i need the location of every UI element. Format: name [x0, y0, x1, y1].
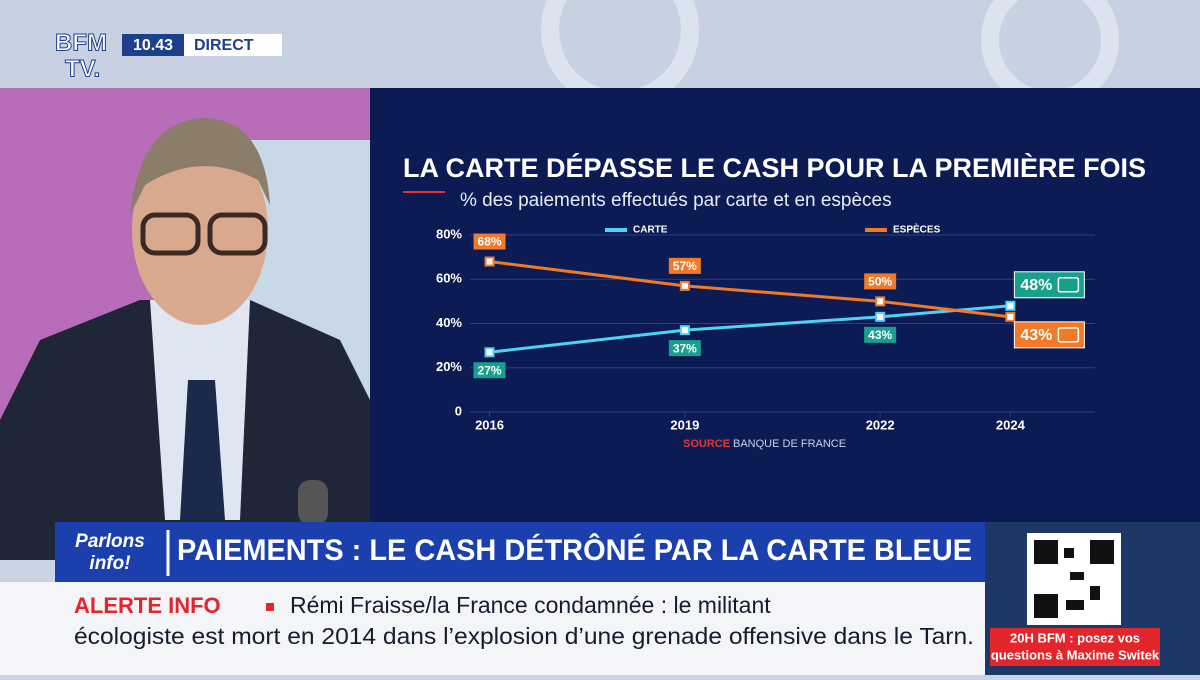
point	[679, 280, 690, 291]
value-label: 37%	[673, 341, 697, 355]
label-icon	[1057, 327, 1080, 343]
tag-box	[58, 527, 162, 577]
y-tick-label: 20%	[436, 359, 462, 374]
chart-panel	[370, 88, 1200, 522]
point	[679, 325, 690, 336]
promo-box	[990, 628, 1160, 666]
banner-tag: Parlons	[75, 531, 145, 552]
value-label-box	[864, 326, 897, 343]
tie	[180, 380, 225, 520]
point	[484, 347, 495, 358]
value-label: 57%	[673, 259, 697, 273]
qr-pattern	[1034, 540, 1114, 618]
source-text: BANQUE DE FRANCE	[733, 438, 846, 450]
banner	[55, 522, 985, 582]
glasses	[207, 212, 268, 256]
point	[1005, 300, 1016, 311]
value-label-box	[668, 257, 701, 274]
glasses	[140, 212, 201, 256]
alert-text: Rémi Fraisse/la France condamnée : le mi…	[290, 592, 771, 618]
hair	[130, 118, 270, 215]
alert-square	[266, 603, 274, 611]
banner-tag: info!	[89, 553, 130, 574]
value-label: 43%	[868, 328, 892, 342]
value-label: 68%	[478, 235, 502, 249]
alert-band	[0, 582, 985, 675]
x-tick-label: 2016	[475, 417, 504, 432]
legend-label: CARTE	[633, 225, 668, 236]
legend-label: ESPÈCES	[893, 223, 941, 236]
logo: TV.	[65, 55, 100, 82]
alert-label: ALERTE INFO	[74, 593, 221, 618]
y-tick-label: 40%	[436, 315, 462, 330]
value-label: 43%	[1020, 327, 1052, 344]
x-tick-label: 2024	[996, 417, 1026, 432]
label-icon	[1057, 277, 1080, 293]
chart-title: LA CARTE DÉPASSE LE CASH POUR LA PREMIÈR…	[403, 152, 1146, 183]
y-tick-label: 0	[455, 403, 462, 418]
value-label-box	[473, 362, 506, 379]
series-line	[489, 260, 1011, 319]
value-label: 27%	[478, 363, 502, 377]
promo-text: questions à Maxime Switek	[991, 647, 1160, 662]
live-label: DIRECT	[194, 37, 254, 54]
promo-text: 20H BFM : posez vos	[1010, 630, 1140, 645]
value-label-box	[864, 273, 897, 290]
banner-headline: PAIEMENTS : LE CASH DÉTRÔNÉ PAR LA CARTE…	[177, 533, 972, 567]
plot: 0 20% 40% 60% 80% 2016 2019 2022 2024 CARTE ESPÈCE…	[436, 223, 1095, 432]
alert-text: écologiste est mort en 2014 dans l’explo…	[74, 623, 974, 649]
value-label-box	[668, 340, 701, 357]
y-tick-label: 80%	[436, 226, 462, 241]
x-tick-label: 2019	[670, 417, 699, 432]
value-label: 48%	[1020, 277, 1052, 294]
source-label: SOURCE	[683, 438, 730, 450]
time-box	[122, 34, 184, 56]
logo: BFM	[55, 29, 107, 56]
point	[1005, 311, 1016, 322]
series-line	[489, 304, 1011, 354]
x-tick-label: 2022	[866, 417, 895, 432]
value-label-box	[1013, 271, 1085, 299]
point	[875, 296, 886, 307]
y-tick-label: 60%	[436, 271, 462, 286]
value-label: 50%	[868, 275, 892, 289]
microphone	[298, 480, 328, 525]
point	[875, 311, 886, 322]
time: 10.43	[133, 37, 173, 54]
value-label-box	[1013, 321, 1085, 349]
chart-subtitle: % des paiements effectués par carte et e…	[460, 190, 892, 211]
point	[484, 256, 495, 267]
value-label-box	[473, 233, 506, 250]
